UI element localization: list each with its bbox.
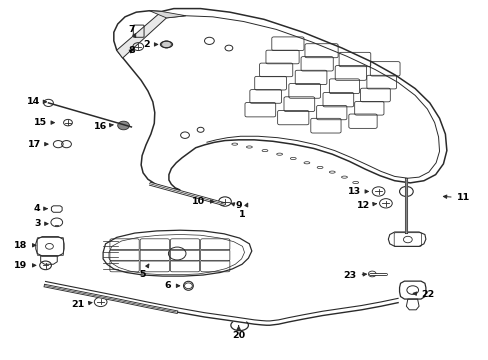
Text: 20: 20 (232, 326, 244, 340)
Text: 17: 17 (27, 140, 48, 149)
Text: 14: 14 (26, 97, 46, 106)
Text: 15: 15 (34, 118, 54, 127)
Text: 13: 13 (347, 187, 367, 196)
Text: 7: 7 (128, 25, 136, 37)
Text: 22: 22 (412, 290, 433, 299)
Text: 9: 9 (230, 201, 242, 210)
Text: 18: 18 (14, 241, 36, 250)
Text: 23: 23 (343, 270, 366, 279)
Text: 21: 21 (71, 300, 92, 309)
Text: 2: 2 (142, 40, 158, 49)
Text: 5: 5 (139, 264, 148, 279)
Text: 19: 19 (14, 261, 36, 270)
Polygon shape (149, 11, 185, 18)
Circle shape (118, 121, 129, 130)
Text: 10: 10 (192, 197, 213, 206)
Ellipse shape (160, 41, 172, 48)
Text: 4: 4 (34, 204, 47, 213)
Text: 16: 16 (94, 122, 113, 131)
Text: 11: 11 (443, 193, 469, 202)
Text: 1: 1 (238, 203, 247, 220)
Text: 12: 12 (356, 201, 376, 210)
Text: 3: 3 (34, 219, 48, 228)
Polygon shape (117, 12, 166, 58)
Text: 8: 8 (128, 46, 135, 55)
Text: 6: 6 (164, 281, 179, 290)
